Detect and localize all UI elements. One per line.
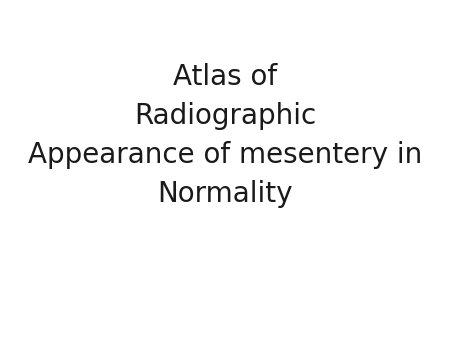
Text: Atlas of
Radiographic
Appearance of mesentery in
Normality: Atlas of Radiographic Appearance of mese… xyxy=(28,63,422,208)
